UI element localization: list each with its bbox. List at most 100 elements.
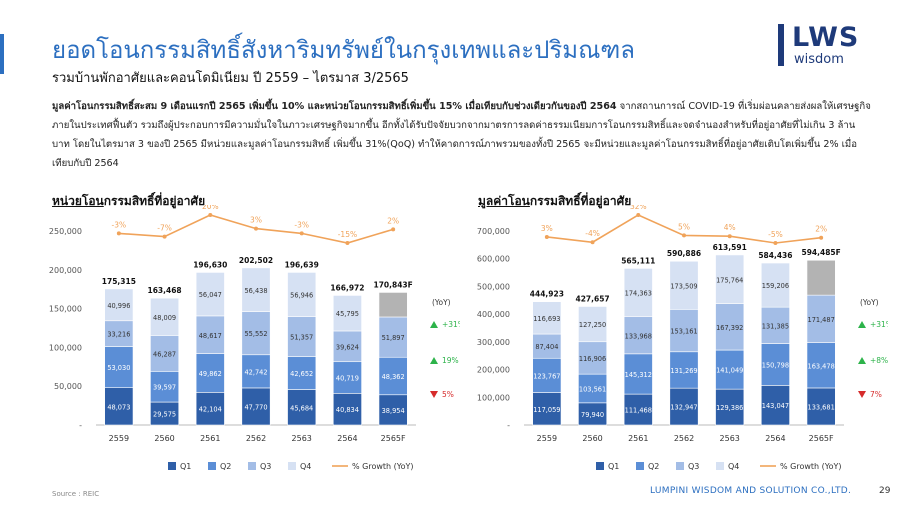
units-bar-value-label: 40,996 [107,302,130,310]
units-bar-value-label: 45,684 [290,404,313,412]
value-bar-value-label: 123,767 [533,372,560,380]
value-bar-value-label: 167,392 [716,324,743,332]
units-legend-swatch-q2 [208,462,216,470]
units-growth-label: -3% [294,220,309,229]
title-accent-bar [0,34,4,74]
value-yoy-down-arrow-icon [858,391,866,398]
value-bar-value-label: 131,385 [762,322,789,330]
value-total-label: 584,436 [758,251,792,260]
value-yoy-label: +8% [870,356,888,365]
value-bar-q2-2564 [760,343,790,386]
units-bar-value-label: 42,104 [199,406,222,414]
units-total-label: 202,502 [239,256,273,265]
value-bar-value-label: 111,468 [625,407,652,415]
value-x-tick-label: 2564 [765,434,785,443]
units-chart-title-rest: กรรมสิทธิ์ที่อยู่อาศัย [103,194,206,208]
units-bar-value-label: 48,362 [382,373,405,381]
value-growth-point [727,234,732,239]
units-growth-label: 2% [387,216,399,225]
units-bar-value-label: 53,030 [107,364,130,372]
units-bar-value-label: 55,552 [244,330,267,338]
value-legend-label-growth: % Growth (YoY) [780,462,842,471]
units-growth-point [116,231,121,236]
value-growth-label: 32% [630,205,647,211]
units-bar-value-label: 38,954 [382,407,405,415]
value-bar-q1-2561 [623,393,653,426]
units-bar-value-label: 51,897 [382,334,405,342]
units-total-label: 170,843F [373,280,412,289]
value-legend-swatch-q4 [716,462,724,470]
value-chart-title-rest: กรรมสิทธิ์ที่อยู่อาศัย [529,194,632,208]
units-bar-q4-2565f [378,292,408,318]
value-legend-swatch-q1 [596,462,604,470]
units-bar-q4-2562 [241,267,271,312]
value-total-label: 594,485F [801,248,840,257]
value-bar-q4-2559 [532,301,562,335]
source-note: Source : REIC [52,490,100,498]
units-bar-value-label: 42,652 [290,370,313,378]
value-bar-q4-2565f [806,259,836,296]
units-legend-swatch-q3 [248,462,256,470]
units-x-tick-label: 2559 [109,434,129,443]
units-bar-value-label: 48,009 [153,314,176,322]
value-bar-q2-2559 [532,357,562,393]
value-bar-q4-2563 [715,254,745,304]
value-growth-label: 5% [678,222,690,231]
units-bar-value-label: 39,624 [336,343,359,351]
units-bar-q4-2559 [104,288,134,322]
units-legend-swatch-q1 [168,462,176,470]
units-yoy-down-arrow-icon [430,391,438,398]
units-growth-label: -7% [157,224,172,233]
units-bar-q3-2564 [332,330,362,363]
value-legend-swatch-q3 [676,462,684,470]
units-growth-label: -3% [112,220,127,229]
value-bar-value-label: 133,681 [808,403,835,411]
value-total-label: 565,111 [621,256,655,265]
units-chart-title-underlined: หน่วยโอน [52,194,104,208]
units-bar-q4-2563 [287,272,317,317]
units-bar-value-label: 40,834 [336,406,359,414]
value-bar-q4-2562 [669,260,699,310]
company-footer: LUMPINI WISDOM AND SOLUTION CO.,LTD. [650,486,852,496]
units-bar-q1-2559 [104,387,134,426]
value-bar-value-label: 132,947 [670,404,697,412]
units-bar-q3-2565f [378,316,408,358]
value-bar-q3-2559 [532,333,562,359]
value-bar-value-label: 103,561 [579,385,606,393]
value-yoy-label: +31% [870,320,888,329]
units-bar-value-label: 46,287 [153,350,176,358]
units-bar-q1-2562 [241,387,271,426]
value-bar-value-label: 129,386 [716,404,743,412]
units-growth-point [208,213,213,217]
value-x-tick-label: 2559 [537,434,557,443]
value-y-tick-label: 500,000 [477,282,510,291]
units-bar-value-label: 56,946 [290,292,313,300]
value-bar-value-label: 171,487 [808,316,835,324]
value-bar-value-label: 117,059 [533,406,560,414]
value-legend-label-q2: Q2 [648,462,659,471]
value-bar-q3-2564 [760,306,790,344]
units-growth-point [299,231,304,236]
units-yoy-label: +31% [442,320,460,329]
lws-wisdom-logo: LWS wisdom [778,22,870,72]
units-total-label: 175,315 [102,277,136,286]
value-bar-value-label: 153,161 [670,328,697,336]
value-chart-title: มูลค่าโอนกรรมสิทธิ์ที่อยู่อาศัย [478,192,631,211]
units-yoy-label: 5% [442,390,454,399]
page-subtitle: รวมบ้านพักอาศัยและคอนโดมิเนียม ปี 2559 –… [52,71,409,86]
units-bar-q3-2560 [150,335,180,372]
value-bar-value-label: 133,968 [625,332,652,340]
value-y-tick-label: 200,000 [477,366,510,375]
value-growth-point [544,234,549,239]
units-y-tick-label: 250,000 [49,227,82,236]
units-chart-title: หน่วยโอนกรรมสิทธิ์ที่อยู่อาศัย [52,192,205,211]
value-y-tick-label: 700,000 [477,227,510,236]
value-bar-value-label: 175,764 [716,276,743,284]
value-y-tick-label: 400,000 [477,310,510,319]
units-total-label: 196,639 [285,260,319,269]
page-number: 29 [879,486,891,496]
value-bar-value-label: 141,049 [716,367,743,375]
units-bar-value-label: 39,597 [153,384,176,392]
value-growth-point [590,240,595,245]
units-bar-q3-2563 [287,316,317,357]
